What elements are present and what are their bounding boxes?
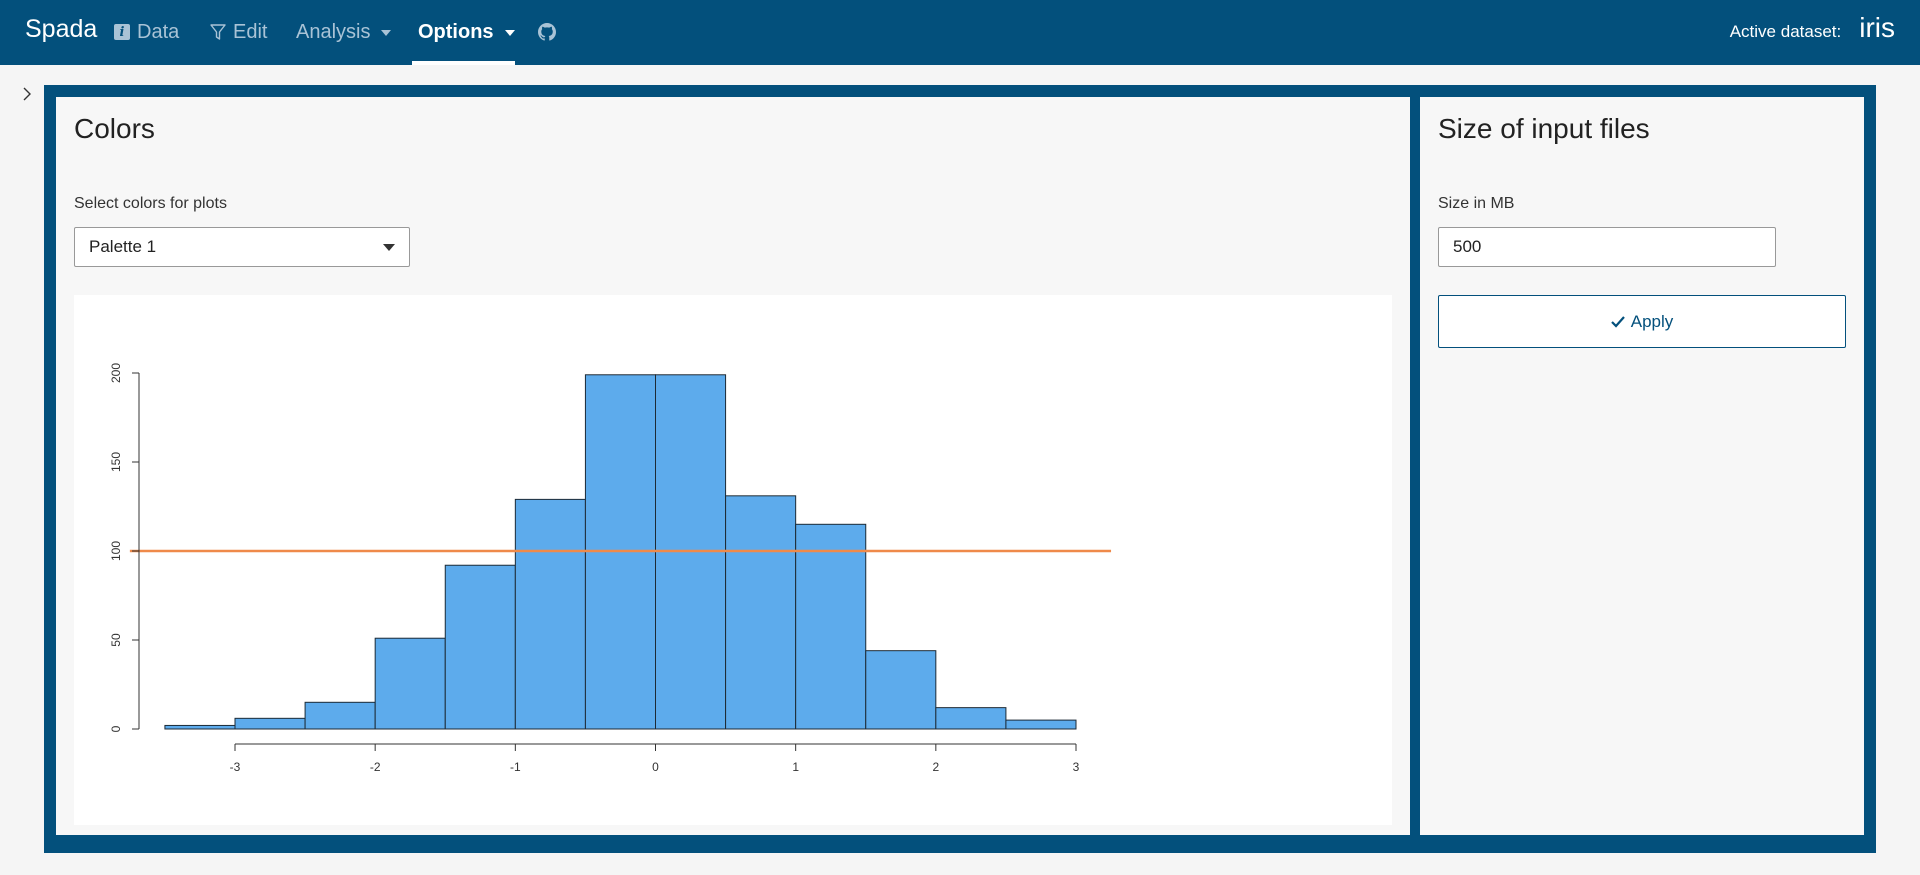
apply-button[interactable]: Apply	[1438, 295, 1846, 348]
active-dataset-value: iris	[1859, 12, 1895, 43]
top-navbar: Spada i Data Edit Analysis Options Activ…	[0, 0, 1920, 65]
chevron-down-icon	[383, 243, 395, 251]
histogram-bar	[164, 724, 236, 730]
y-tick-label: 0	[109, 725, 123, 732]
chevron-down-icon	[381, 30, 392, 36]
active-dataset: Active dataset: iris	[1730, 12, 1895, 44]
sidebar-toggle[interactable]	[18, 84, 36, 104]
x-tick-label: 1	[792, 760, 799, 774]
colors-card-title: Colors	[74, 113, 155, 144]
histogram-bar	[795, 523, 867, 730]
x-tick-label: -3	[230, 760, 241, 774]
x-tick-label: -1	[510, 760, 521, 774]
apply-button-label: Apply	[1630, 311, 1674, 331]
nav-analysis-label: Analysis	[296, 20, 371, 43]
brand-logo[interactable]: Spada	[25, 15, 98, 43]
color-select-label: Select colors for plots	[74, 195, 227, 212]
histogram-chart: -3 -2 -1 0 1 2 3 0 50 100 150 200	[109, 363, 1112, 774]
histogram-bar	[374, 637, 446, 730]
histogram-bar	[725, 495, 797, 730]
palette-select[interactable]: Palette 1	[74, 227, 410, 267]
active-dataset-label: Active dataset:	[1729, 22, 1842, 41]
histogram-bar	[935, 707, 1007, 730]
histogram-bar	[865, 650, 937, 730]
nav-edit-label: Edit	[233, 20, 268, 43]
histogram-bar	[444, 564, 516, 730]
chevron-right-icon	[23, 87, 31, 101]
info-icon: i	[114, 24, 130, 40]
size-card-title: Size of input files	[1438, 113, 1650, 144]
y-tick-label: 150	[109, 452, 123, 472]
y-tick-label: 200	[109, 363, 123, 383]
histogram-bar	[1005, 719, 1077, 730]
x-tick-label: 0	[652, 760, 659, 774]
x-tick-label: -2	[370, 760, 381, 774]
size-card: Size of input files Size in MB Apply	[1420, 97, 1864, 835]
histogram-plot: -3 -2 -1 0 1 2 3 0 50 100 150 200	[74, 295, 1392, 825]
histogram-bar	[234, 717, 306, 730]
options-panel: Colors Select colors for plots Palette 1…	[44, 85, 1876, 853]
active-tab-indicator	[412, 61, 515, 65]
nav-github[interactable]	[538, 19, 556, 45]
nav-options-label: Options	[418, 20, 494, 43]
histogram-bar	[304, 701, 376, 730]
nav-analysis[interactable]: Analysis	[296, 19, 392, 45]
histogram-bar	[514, 498, 586, 730]
nav-options[interactable]: Options	[418, 19, 515, 45]
colors-card: Colors Select colors for plots Palette 1…	[56, 97, 1410, 835]
palette-select-value: Palette 1	[89, 237, 157, 256]
y-tick-label: 50	[109, 633, 123, 647]
filter-icon	[210, 23, 226, 40]
github-icon	[538, 23, 556, 41]
y-tick-label: 100	[109, 541, 123, 561]
nav-data[interactable]: i Data	[114, 19, 179, 45]
nav-data-label: Data	[137, 20, 180, 43]
check-icon	[1610, 315, 1625, 328]
size-input[interactable]	[1438, 227, 1776, 267]
chevron-down-icon	[504, 30, 515, 36]
size-input-label: Size in MB	[1438, 195, 1515, 212]
x-tick-label: 2	[932, 760, 939, 774]
x-tick-label: 3	[1073, 760, 1080, 774]
nav-edit[interactable]: Edit	[210, 19, 267, 45]
